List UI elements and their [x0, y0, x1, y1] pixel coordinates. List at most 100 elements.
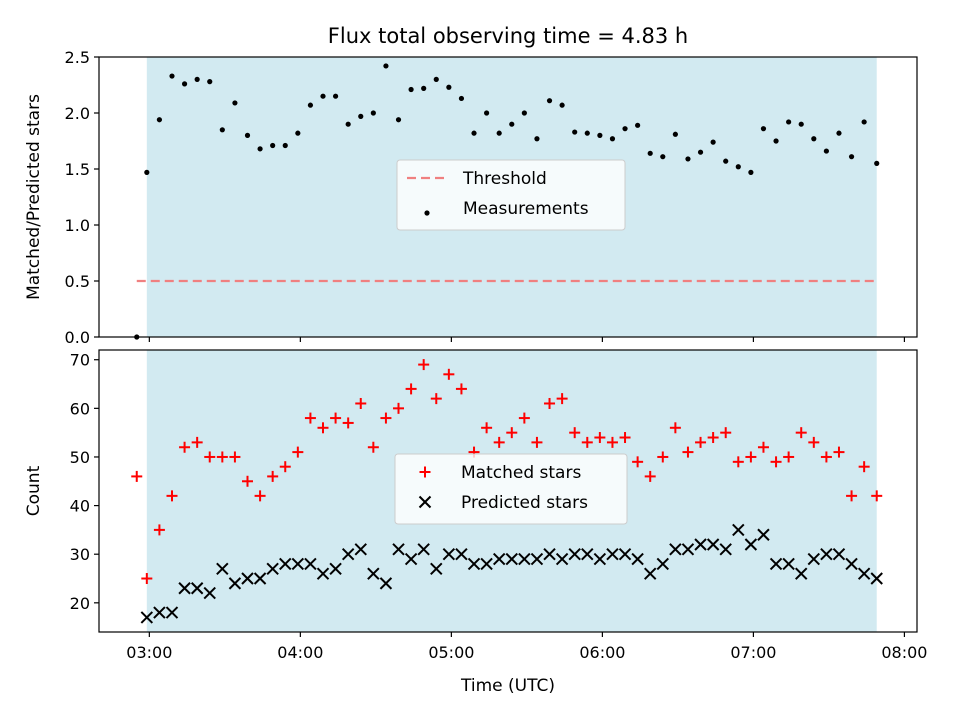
matched-star-point — [581, 436, 593, 448]
predicted-star-point — [392, 543, 405, 556]
predicted-star-point — [203, 586, 216, 600]
predicted-star-point — [404, 552, 418, 566]
legend: Threshold Measurements — [396, 159, 626, 231]
matched-star-point — [531, 436, 543, 448]
predicted-star-point — [279, 557, 292, 571]
predicted-star-point — [757, 528, 770, 541]
measurement-point — [811, 136, 817, 142]
measurement-point — [723, 158, 729, 164]
measurement-point — [484, 110, 490, 116]
measurement-point — [446, 84, 452, 90]
matched-star-point — [783, 451, 795, 463]
measurement-point — [421, 85, 427, 91]
predicted-star-point — [467, 557, 481, 571]
predicted-star-point — [455, 547, 468, 561]
predicted-star-point — [744, 538, 758, 551]
predicted-star-point — [568, 547, 581, 561]
predicted-star-point — [681, 543, 695, 556]
matched-star-point — [518, 412, 530, 424]
matched-star-point — [682, 446, 694, 458]
predicted-star-point — [631, 552, 644, 566]
y-tick-label: 60 — [70, 399, 90, 418]
predicted-star-point — [430, 562, 443, 576]
count-panel: 20 30 40 50 60 70 03:00 04:00 05:00 06:00 07:00 08… — [24, 349, 927, 696]
measurement-point — [307, 102, 314, 108]
legend-label: Predicted stars — [461, 493, 588, 513]
matched-star-point — [506, 427, 518, 439]
predicted-star-point — [656, 557, 669, 571]
predicted-star-point — [643, 567, 657, 580]
predicted-star-point — [304, 557, 317, 571]
matched-star-point — [544, 397, 556, 409]
predicted-star-point — [165, 606, 179, 619]
measurement-point — [496, 130, 502, 136]
measurement-point — [169, 73, 175, 79]
matched-star-point — [657, 451, 669, 463]
x-tick-label: 08:00 — [881, 643, 927, 662]
measurement-point — [509, 121, 515, 127]
ratio-panel: Flux total observing time = 4.83 h 0.0 0.… — [24, 24, 918, 347]
predicted-star-point — [228, 577, 242, 590]
predicted-star-point — [845, 557, 858, 571]
predicted-star-point — [832, 547, 846, 561]
measurement-point — [194, 76, 200, 82]
matched-star-point — [833, 446, 845, 458]
matched-star-point — [153, 524, 165, 536]
matched-star-point — [606, 436, 618, 448]
matched-star-point — [279, 461, 291, 473]
measurement-point — [395, 117, 402, 123]
legend-frame — [396, 159, 626, 231]
predicted-star-point — [782, 557, 795, 571]
measurement-point — [647, 150, 653, 156]
measurement-point — [534, 136, 540, 142]
measurement-point — [710, 139, 716, 145]
measurement-point — [219, 127, 225, 133]
matched-star-point — [179, 441, 191, 453]
predicted-star-point — [140, 611, 154, 624]
matched-star-point — [131, 470, 143, 482]
predicted-star-point — [367, 567, 380, 580]
predicted-star-point — [795, 567, 808, 580]
matched-star-point — [569, 427, 581, 439]
matched-star-point — [720, 427, 732, 439]
y-tick-label: 50 — [70, 448, 90, 467]
measurement-point — [748, 169, 754, 175]
measurement-point — [332, 93, 339, 99]
predicted-star-point — [807, 552, 821, 566]
predicted-star-point — [190, 582, 204, 595]
measurement-point — [257, 146, 263, 152]
y-axis-label: Count — [24, 465, 44, 516]
measurement-point — [609, 136, 616, 142]
legend-swatch — [418, 495, 432, 509]
predicted-star-point — [417, 543, 430, 556]
predicted-star-point — [530, 552, 544, 566]
y-tick-label: 1.5 — [65, 160, 90, 179]
predicted-star-point — [492, 552, 506, 566]
predicted-star-point — [341, 547, 355, 561]
matched-star-point — [556, 393, 568, 405]
predicted-star-point — [593, 552, 607, 566]
legend-entry: Threshold — [407, 169, 547, 189]
predicted-star-point — [543, 547, 556, 561]
predicted-star-point — [266, 562, 279, 576]
y-tick-label: 0.0 — [65, 328, 90, 347]
matched-star-point — [669, 422, 681, 434]
legend-entry: Measurements — [424, 199, 589, 219]
measurement-point — [773, 138, 779, 144]
plot-frame — [98, 349, 918, 633]
matched-star-point — [342, 417, 354, 429]
predicted-star-point — [518, 552, 531, 566]
matched-star-point — [254, 490, 266, 502]
measurement-point — [295, 130, 301, 136]
predicted-star-point — [769, 557, 783, 571]
measurement-point — [546, 98, 553, 104]
matched-star-point — [166, 490, 178, 502]
predicted-star-point — [316, 567, 330, 580]
measurement-point — [370, 110, 376, 116]
measurement-point — [181, 81, 188, 87]
measurement-point — [697, 149, 704, 155]
x-tick-label: 04:00 — [277, 643, 323, 662]
predicted-star-point — [618, 547, 632, 561]
measurement-point — [207, 79, 213, 85]
measurement-point — [735, 164, 741, 170]
